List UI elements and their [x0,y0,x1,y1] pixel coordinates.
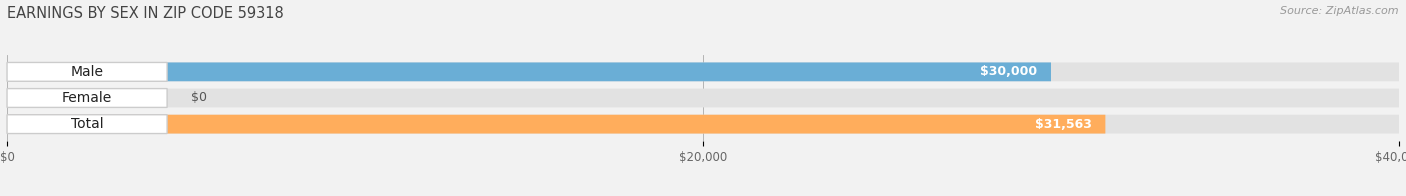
FancyBboxPatch shape [7,115,1399,133]
FancyBboxPatch shape [7,63,1052,81]
FancyBboxPatch shape [7,115,1105,133]
Text: Female: Female [62,91,112,105]
FancyBboxPatch shape [7,115,167,133]
FancyBboxPatch shape [7,89,1399,107]
FancyBboxPatch shape [7,89,167,107]
Text: $30,000: $30,000 [980,65,1038,78]
Text: Source: ZipAtlas.com: Source: ZipAtlas.com [1281,6,1399,16]
Text: EARNINGS BY SEX IN ZIP CODE 59318: EARNINGS BY SEX IN ZIP CODE 59318 [7,6,284,21]
Text: $31,563: $31,563 [1035,118,1091,131]
Text: Male: Male [70,65,104,79]
Text: Total: Total [70,117,104,131]
FancyBboxPatch shape [7,63,167,81]
FancyBboxPatch shape [7,63,1399,81]
Text: $0: $0 [191,92,208,104]
